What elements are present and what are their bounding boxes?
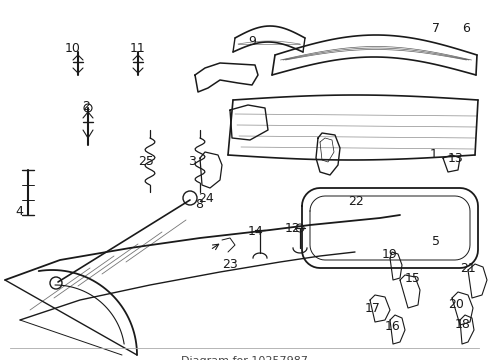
- Text: 3: 3: [187, 155, 196, 168]
- Text: 22: 22: [347, 195, 363, 208]
- Text: 1: 1: [429, 148, 437, 161]
- Text: 7: 7: [431, 22, 439, 35]
- Text: 19: 19: [381, 248, 397, 261]
- Text: 4: 4: [15, 205, 23, 218]
- Text: 5: 5: [431, 235, 439, 248]
- Text: 12: 12: [285, 222, 300, 235]
- Text: 13: 13: [447, 152, 463, 165]
- Text: 15: 15: [404, 272, 420, 285]
- Text: 20: 20: [447, 298, 463, 311]
- Text: 10: 10: [65, 42, 81, 55]
- Text: 9: 9: [247, 35, 255, 48]
- Text: 21: 21: [459, 262, 475, 275]
- Text: Diagram for 10257987: Diagram for 10257987: [181, 356, 307, 360]
- Text: 25: 25: [138, 155, 154, 168]
- Text: 14: 14: [247, 225, 263, 238]
- Text: 17: 17: [364, 302, 380, 315]
- Text: 24: 24: [198, 192, 213, 205]
- Text: 2: 2: [82, 100, 90, 113]
- Text: 23: 23: [222, 258, 237, 271]
- Text: 16: 16: [384, 320, 400, 333]
- Text: 6: 6: [461, 22, 469, 35]
- Text: 8: 8: [195, 198, 203, 211]
- Text: 11: 11: [130, 42, 145, 55]
- Text: 18: 18: [454, 318, 470, 331]
